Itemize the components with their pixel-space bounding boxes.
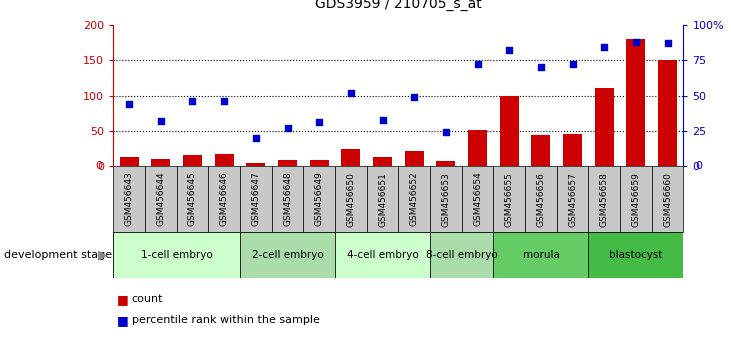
Point [250, 135, 262, 141]
Point [471, 62, 483, 67]
Text: GSM456654: GSM456654 [473, 172, 482, 227]
Text: 4-cell embryo: 4-cell embryo [346, 250, 418, 260]
Text: 0: 0 [695, 161, 702, 171]
Bar [341, 149, 360, 166]
Point [314, 120, 325, 125]
Bar [658, 60, 677, 166]
Point [409, 94, 420, 100]
Bar [208, 166, 240, 232]
Point [504, 47, 515, 53]
Point [281, 125, 293, 131]
Text: GSM456651: GSM456651 [378, 172, 387, 227]
Bar [373, 157, 392, 166]
Bar [145, 166, 177, 232]
Bar [430, 232, 493, 278]
Text: GSM456652: GSM456652 [410, 172, 419, 227]
Text: GSM456657: GSM456657 [568, 172, 577, 227]
Point [535, 64, 547, 70]
Point [155, 118, 167, 124]
Point [219, 98, 230, 104]
Text: 2-cell embryo: 2-cell embryo [251, 250, 323, 260]
Text: 0: 0 [95, 161, 102, 171]
Text: morula: morula [523, 250, 559, 260]
Text: GSM456655: GSM456655 [505, 172, 514, 227]
Point [345, 90, 357, 96]
Text: GSM456658: GSM456658 [600, 172, 609, 227]
Bar [303, 166, 335, 232]
Bar [588, 232, 683, 278]
Text: blastocyst: blastocyst [609, 250, 663, 260]
Point [440, 130, 452, 135]
Text: percentile rank within the sample: percentile rank within the sample [132, 315, 319, 325]
Bar [652, 166, 683, 232]
Bar [240, 232, 335, 278]
Bar [626, 39, 645, 166]
Text: 8-cell embryo: 8-cell embryo [426, 250, 498, 260]
Point [567, 62, 578, 67]
Bar [531, 135, 550, 166]
Bar [367, 166, 398, 232]
Bar [500, 96, 519, 166]
Bar [278, 160, 297, 166]
Text: GSM456649: GSM456649 [315, 172, 324, 227]
Text: GSM456653: GSM456653 [442, 172, 450, 227]
Point [599, 45, 610, 50]
Text: GSM456659: GSM456659 [632, 172, 640, 227]
Text: GSM456656: GSM456656 [537, 172, 545, 227]
Text: GDS3959 / 210705_s_at: GDS3959 / 210705_s_at [315, 0, 482, 11]
Text: GSM456647: GSM456647 [251, 172, 260, 227]
Bar [525, 166, 557, 232]
Bar [215, 154, 234, 166]
Bar [335, 232, 430, 278]
Text: GSM456660: GSM456660 [663, 172, 672, 227]
Text: GSM456646: GSM456646 [220, 172, 229, 227]
Bar [563, 134, 582, 166]
Point [124, 101, 135, 107]
Text: ■: ■ [117, 293, 129, 306]
Bar [113, 232, 240, 278]
Text: development stage: development stage [4, 250, 112, 260]
Text: GSM456644: GSM456644 [156, 172, 165, 227]
Bar [405, 151, 424, 166]
Bar [493, 232, 588, 278]
Text: GSM456650: GSM456650 [346, 172, 355, 227]
Bar [462, 166, 493, 232]
Text: GSM456643: GSM456643 [125, 172, 134, 227]
Bar [493, 166, 525, 232]
Bar [588, 166, 620, 232]
Bar [310, 160, 329, 166]
Text: count: count [132, 294, 163, 304]
Bar [120, 157, 139, 166]
Bar [398, 166, 430, 232]
Bar [272, 166, 303, 232]
Text: GSM456648: GSM456648 [283, 172, 292, 227]
Bar [595, 88, 614, 166]
Bar [430, 166, 462, 232]
Bar [436, 161, 455, 166]
Text: ■: ■ [117, 314, 129, 327]
Bar [246, 163, 265, 166]
Point [630, 39, 642, 45]
Bar [468, 130, 487, 166]
Bar [113, 166, 145, 232]
Point [186, 98, 198, 104]
Bar [335, 166, 367, 232]
Point [376, 117, 388, 122]
Bar [620, 166, 652, 232]
Bar [177, 166, 208, 232]
Point [662, 40, 673, 46]
Text: 1-cell embryo: 1-cell embryo [141, 250, 213, 260]
Bar [183, 155, 202, 166]
Bar [240, 166, 272, 232]
Bar [557, 166, 588, 232]
Text: ▶: ▶ [98, 249, 107, 261]
Bar [151, 159, 170, 166]
Text: GSM456645: GSM456645 [188, 172, 197, 227]
